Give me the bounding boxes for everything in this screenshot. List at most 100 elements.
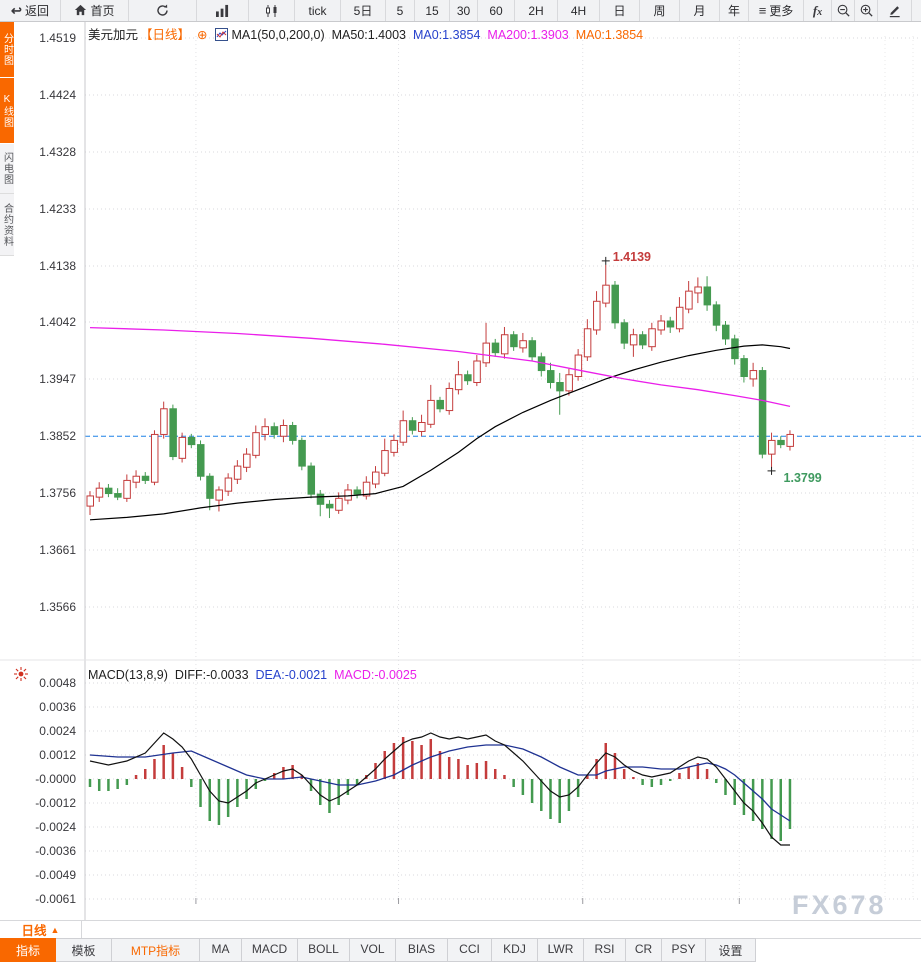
macd-dea-value: DEA:-0.0021 xyxy=(256,668,328,682)
watermark: FX678 xyxy=(792,890,887,921)
ma50-value: MA50:1.4003 xyxy=(332,28,406,42)
candle-body xyxy=(428,400,435,424)
ma-settings: MA1(50,0,200,0) xyxy=(232,28,325,42)
fx-icon: fx xyxy=(813,4,822,18)
candle-body xyxy=(501,335,508,354)
candle-body xyxy=(594,301,601,330)
toolbar-back-button[interactable]: ↩返回 xyxy=(0,0,61,21)
toolbar-more-button[interactable]: ≡更多 xyxy=(749,0,804,21)
candle-body xyxy=(686,291,693,309)
candle-body xyxy=(612,285,619,323)
candle-body xyxy=(317,494,324,504)
candle-body xyxy=(96,488,103,497)
candle-body xyxy=(557,383,564,391)
toolbar-interval-year[interactable]: 年 xyxy=(720,0,749,21)
toolbar-interval-day[interactable]: 日 xyxy=(600,0,640,21)
candle-body xyxy=(584,329,591,357)
toolbar-interval-15[interactable]: 15 xyxy=(415,0,450,21)
period-selector-arrow: ▲ xyxy=(51,925,60,935)
macd-axis-label: 0.0024 xyxy=(8,724,76,738)
candle-body xyxy=(630,335,637,345)
sidebar-tab-1[interactable]: K线图 xyxy=(0,78,14,144)
price-axis-label: 1.4138 xyxy=(8,259,76,273)
indicator-tab-RSI[interactable]: RSI xyxy=(584,938,626,962)
toolbar-label: 5 xyxy=(397,4,404,18)
indicator-tab-MTP指标[interactable]: MTP指标 xyxy=(112,938,200,962)
home-icon xyxy=(74,4,87,17)
candle-body xyxy=(345,490,352,500)
ma200-value: MA200:1.3903 xyxy=(487,28,568,42)
candle-body xyxy=(732,339,739,359)
indicator-tab-CR[interactable]: CR xyxy=(626,938,662,962)
zoom-in-icon xyxy=(859,3,874,18)
candle-body xyxy=(244,454,251,467)
candle-body xyxy=(170,409,177,457)
toolbar-home-button[interactable]: 首页 xyxy=(61,0,129,21)
indicator-tab-CCI[interactable]: CCI xyxy=(448,938,492,962)
toolbar-label: 年 xyxy=(728,2,740,19)
add-compare-icon[interactable]: ⊕ xyxy=(197,28,207,42)
indicator-tab-BOLL[interactable]: BOLL xyxy=(298,938,350,962)
toolbar-interval-week[interactable]: 周 xyxy=(640,0,680,21)
toolbar-interval-2h[interactable]: 2H xyxy=(515,0,558,21)
toolbar-refresh-button[interactable] xyxy=(129,0,197,21)
indicator-tab-MA[interactable]: MA xyxy=(200,938,242,962)
candle-body xyxy=(520,341,527,348)
indicator-tab-BIAS[interactable]: BIAS xyxy=(396,938,448,962)
candle-body xyxy=(336,498,343,510)
candle-body xyxy=(326,504,333,508)
candle-body xyxy=(133,476,140,482)
macd-axis-label: -0.0000 xyxy=(8,772,76,786)
toolbar-interval-tick[interactable]: tick xyxy=(295,0,341,21)
ma200-line xyxy=(90,328,790,407)
toolbar-angle-button[interactable]: ∠ xyxy=(912,0,921,21)
price-axis-label: 1.3661 xyxy=(8,543,76,557)
toolbar-interval-4h[interactable]: 4H xyxy=(558,0,600,21)
toolbar-interval-5[interactable]: 5 xyxy=(386,0,415,21)
indicator-settings-icon[interactable] xyxy=(13,666,29,687)
diff-line xyxy=(90,733,790,845)
candle-body xyxy=(621,323,628,343)
toolbar-interval-5d[interactable]: 5日 xyxy=(341,0,386,21)
toolbar-interval-30[interactable]: 30 xyxy=(450,0,478,21)
toolbar-label: 5日 xyxy=(354,2,373,19)
toolbar-fx-indicator-button[interactable]: fx xyxy=(804,0,832,21)
indicator-tab-KDJ[interactable]: KDJ xyxy=(492,938,538,962)
candle-body xyxy=(354,490,361,494)
macd-title: MACD(13,8,9) xyxy=(88,668,168,682)
sidebar-tab-3[interactable]: 合约资料 xyxy=(0,194,14,256)
indicator-tab-PSY[interactable]: PSY xyxy=(662,938,706,962)
candle-body xyxy=(548,371,555,383)
zoom-out-icon xyxy=(836,3,851,18)
indicator-tab-LWR[interactable]: LWR xyxy=(538,938,584,962)
price-axis-label: 1.4233 xyxy=(8,202,76,216)
period-selector[interactable]: 日线▲ xyxy=(0,920,82,939)
toolbar-interval-month[interactable]: 月 xyxy=(680,0,720,21)
sidebar-tab-2[interactable]: 闪电图 xyxy=(0,144,14,194)
indicator-tab-VOL[interactable]: VOL xyxy=(350,938,396,962)
pencil-icon xyxy=(887,3,902,18)
sidebar-tab-0[interactable]: 分时图 xyxy=(0,22,14,78)
toolbar-candle-chart-button[interactable] xyxy=(249,0,295,21)
toolbar-zoom-out-button[interactable] xyxy=(832,0,855,21)
candle-body xyxy=(566,375,573,391)
toolbar-label: 2H xyxy=(528,4,543,18)
candle-body xyxy=(382,451,389,474)
toolbar-zoom-in-button[interactable] xyxy=(855,0,878,21)
candle-body xyxy=(529,341,536,357)
toolbar-label: 周 xyxy=(653,2,665,19)
toolbar-bar-chart-button[interactable] xyxy=(197,0,249,21)
candle-body xyxy=(400,421,407,442)
indicator-tab-指标[interactable]: 指标 xyxy=(0,938,56,962)
toolbar-interval-60[interactable]: 60 xyxy=(478,0,515,21)
mini-chart-icon[interactable] xyxy=(215,28,228,44)
indicator-tab-设置[interactable]: 设置 xyxy=(706,938,756,962)
candles-icon xyxy=(265,4,279,18)
candle-body xyxy=(759,371,766,455)
indicator-tab-MACD[interactable]: MACD xyxy=(242,938,298,962)
toolbar-draw-button[interactable] xyxy=(878,0,912,21)
candle-body xyxy=(769,440,776,454)
indicator-tab-模板[interactable]: 模板 xyxy=(56,938,112,962)
macd-axis-label: 0.0036 xyxy=(8,700,76,714)
